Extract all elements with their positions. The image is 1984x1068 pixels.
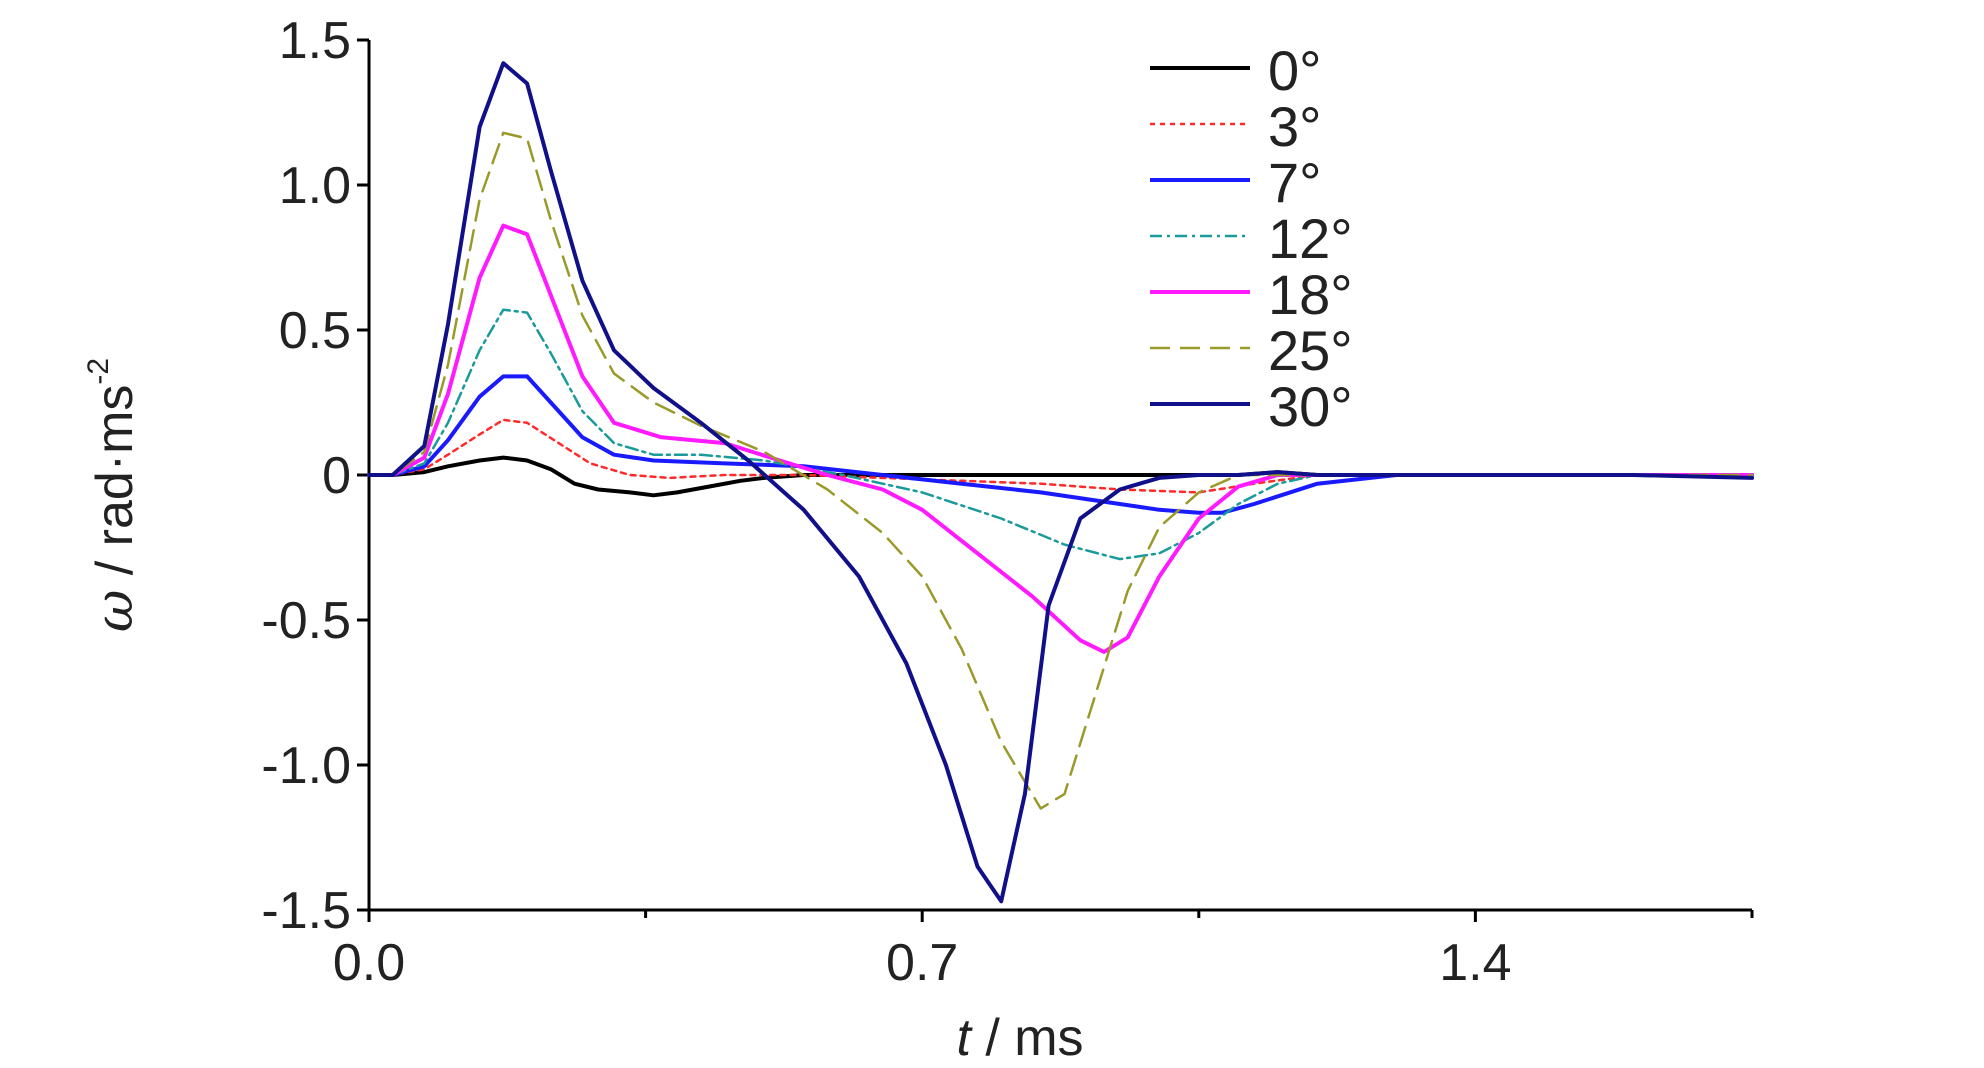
x-axis-variable: t <box>956 1009 973 1063</box>
x-axis-unit: / ms <box>971 1009 1084 1063</box>
y-axis-unit-exponent: -2 <box>82 358 115 385</box>
y-tick-label: -1.5 <box>261 882 351 940</box>
x-tick-label: 0.7 <box>886 934 958 992</box>
y-tick-label: 1.5 <box>279 12 351 70</box>
y-axis-title: ω / rad·ms-2 <box>82 358 145 632</box>
y-axis-unit: / rad·ms <box>86 385 144 590</box>
legend-label: 25° <box>1268 319 1353 382</box>
legend-label: 7° <box>1268 151 1322 214</box>
legend: 0°3°7°12°18°25°30° <box>1150 39 1353 438</box>
legend-label: 12° <box>1268 207 1353 270</box>
series-line-6 <box>367 131 1754 810</box>
series-lines <box>367 61 1754 904</box>
legend-label: 0° <box>1268 39 1322 102</box>
axes: 1.5 1.0 0.5 0 -0.5 -1.0 -1.50.0 0.7 1.4 <box>261 12 1754 992</box>
series-line-4 <box>367 308 1754 561</box>
legend-label: 3° <box>1268 95 1322 158</box>
series-line-3 <box>367 374 1754 515</box>
y-tick-label: -1.0 <box>261 737 351 795</box>
x-axis-title: t / ms <box>956 1009 1083 1063</box>
y-tick-label: -0.5 <box>261 592 351 650</box>
x-tick-label: 0.0 <box>333 934 405 992</box>
y-tick-label: 1.0 <box>279 157 351 215</box>
x-tick-label: 1.4 <box>1439 934 1511 992</box>
legend-label: 18° <box>1268 263 1353 326</box>
y-axis-variable: ω <box>85 590 145 632</box>
y-tick-label: 0 <box>322 447 351 505</box>
y-tick-label: 0.5 <box>279 302 351 360</box>
legend-label: 30° <box>1268 375 1353 438</box>
series-line-5 <box>367 223 1754 654</box>
series-line-7 <box>367 61 1754 904</box>
